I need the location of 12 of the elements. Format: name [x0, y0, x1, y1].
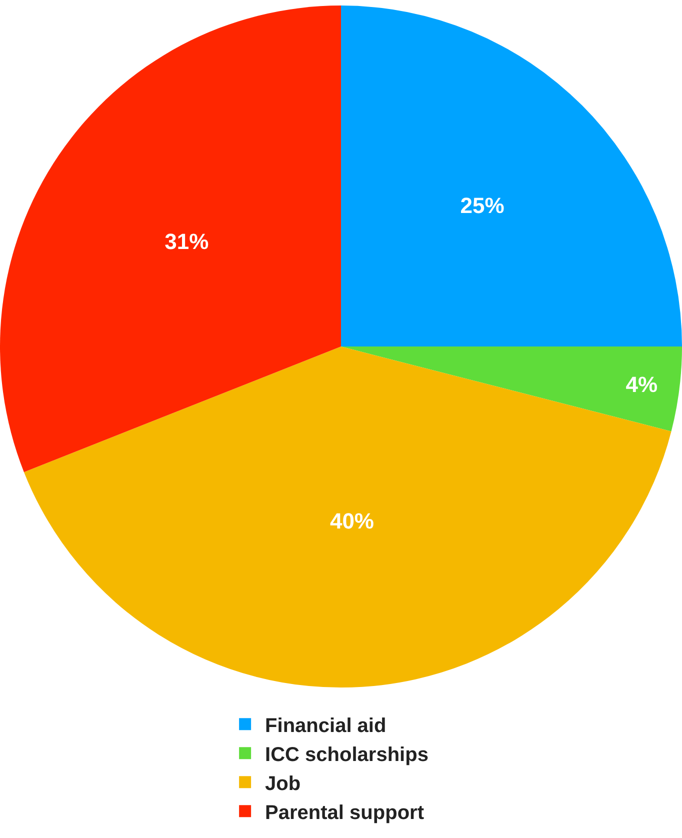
pie-slice: [24, 346, 672, 687]
data-label: 40%: [330, 508, 374, 534]
pie-slice: [341, 346, 682, 432]
legend-label: Job: [265, 772, 301, 795]
pie-slice: [341, 6, 682, 347]
data-label: 25%: [460, 192, 504, 218]
pie-slice: [0, 6, 341, 472]
legend-label: Financial aid: [265, 714, 386, 737]
data-label: 4%: [626, 372, 658, 398]
legend-label: ICC scholarships: [265, 744, 428, 766]
data-label: 31%: [164, 229, 209, 254]
legend-label: Parental support: [265, 802, 424, 824]
